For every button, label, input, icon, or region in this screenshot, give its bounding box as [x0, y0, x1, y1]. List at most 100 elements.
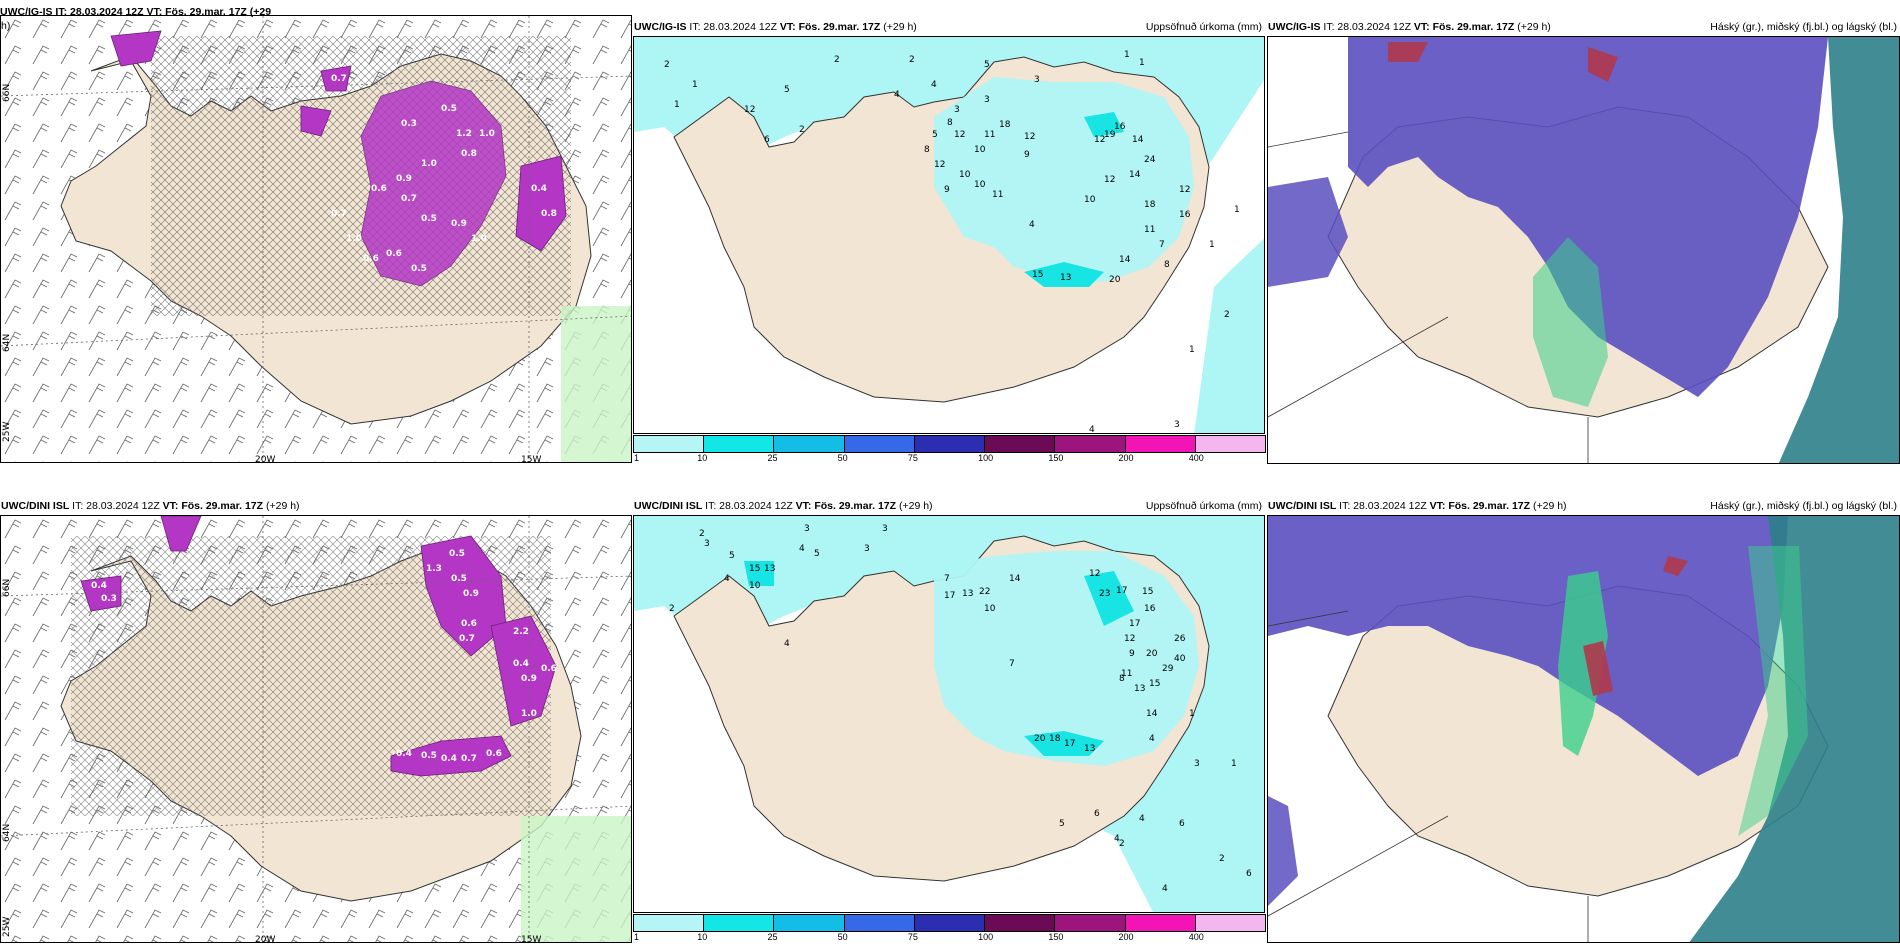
svg-text:2: 2 — [669, 604, 675, 614]
svg-text:0.5: 0.5 — [449, 549, 465, 559]
svg-text:3: 3 — [954, 105, 960, 115]
svg-text:6: 6 — [1094, 809, 1100, 819]
high-cloud-area — [1558, 571, 1608, 756]
svg-text:4: 4 — [1149, 734, 1155, 744]
svg-text:12: 12 — [1124, 634, 1135, 644]
precip-light-area-east — [1194, 238, 1264, 433]
precip-mid-area — [1024, 731, 1104, 756]
svg-text:7: 7 — [944, 574, 950, 584]
svg-text:14: 14 — [1009, 574, 1021, 584]
panel-header: UWC/DINI ISL IT: 28.03.2024 12Z VT: Fös.… — [1267, 497, 1900, 515]
svg-text:8: 8 — [947, 118, 953, 128]
svg-text:18: 18 — [1049, 734, 1061, 744]
svg-text:13: 13 — [764, 564, 775, 574]
svg-text:12: 12 — [1179, 185, 1190, 195]
svg-text:16: 16 — [1179, 210, 1191, 220]
colorbar-tick-label: 50 — [837, 453, 848, 463]
svg-text:14: 14 — [1146, 709, 1158, 719]
panel-precip-dini: UWC/DINI ISL IT: 28.03.2024 12Z VT: Fös.… — [633, 497, 1266, 947]
colorbar: 1 10 25 50 75 100 150 200 400 — [633, 914, 1266, 946]
svg-text:0.4: 0.4 — [91, 581, 107, 591]
svg-text:2: 2 — [834, 55, 840, 65]
cloud-map — [1268, 37, 1899, 463]
svg-text:19: 19 — [1104, 130, 1116, 140]
variable-name: Háský (gr.), miðský (fj.bl.) og lágský (… — [1710, 500, 1897, 512]
svg-text:0.6: 0.6 — [363, 254, 379, 264]
svg-text:0.8: 0.8 — [461, 149, 477, 159]
lead-time: (+29 h) — [883, 21, 917, 33]
svg-text:4: 4 — [1089, 425, 1095, 434]
panel-clouds-dini: UWC/DINI ISL IT: 28.03.2024 12Z VT: Fös.… — [1267, 497, 1900, 950]
svg-text:0.5: 0.5 — [421, 751, 437, 761]
svg-text:20: 20 — [1146, 649, 1158, 659]
graticule — [1, 16, 631, 462]
colorbar-segment — [1124, 435, 1196, 453]
svg-text:12: 12 — [934, 160, 945, 170]
lead-time: (+29 h) — [1517, 21, 1551, 33]
svg-text:16: 16 — [1144, 604, 1156, 614]
precip-value-labels: 2 1 1 2 2 5 3 1 1 3 4 5 6 12 2 3 4 5 8 1… — [664, 50, 1240, 434]
svg-text:0.4: 0.4 — [513, 659, 529, 669]
colorbar-tick-label: 400 — [1188, 453, 1204, 463]
colorbar-segment — [1194, 435, 1266, 453]
svg-text:9: 9 — [1129, 649, 1135, 659]
colorbar-tick-label: 400 — [1188, 932, 1204, 942]
colorbar-segment — [1054, 435, 1126, 453]
precip-mid-area-ne — [1084, 571, 1134, 626]
svg-text:0.3: 0.3 — [401, 119, 417, 129]
snow-map: 0.7 0.5 0.3 1.2 1.0 0.8 1.0 0.9 0.6 0.7 … — [1, 16, 631, 462]
svg-text:0.9: 0.9 — [521, 674, 537, 684]
svg-text:2: 2 — [799, 125, 805, 135]
mid-cloud-area — [1268, 516, 1788, 776]
svg-text:1: 1 — [692, 80, 698, 90]
svg-text:4: 4 — [931, 80, 937, 90]
colorbar-segment — [984, 435, 1056, 453]
lead-time: (+29 h) — [1532, 500, 1567, 512]
map-frame: 2 3 3 4 3 5 5 4 3 2 4 15 13 10 7 13 17 2… — [633, 515, 1265, 913]
svg-text:10: 10 — [749, 581, 761, 591]
svg-text:4: 4 — [1162, 884, 1168, 894]
colorbar-segment — [773, 914, 845, 932]
colorbar-tick-label: 10 — [697, 453, 708, 463]
model-name: UWC/IG-IS — [634, 21, 687, 33]
svg-text:6: 6 — [1246, 869, 1252, 879]
panel-clouds-igis: UWC/IG-IS IT: 28.03.2024 12Z VT: Fös. 29… — [1267, 18, 1900, 464]
svg-text:23: 23 — [1099, 589, 1110, 599]
variable-name: Háský (gr.), miðský (fj.bl.) og lágský (… — [1710, 21, 1897, 33]
svg-text:11: 11 — [1121, 669, 1132, 679]
svg-text:1: 1 — [1189, 345, 1195, 355]
svg-text:11: 11 — [984, 130, 995, 140]
variable-name: Uppsöfnuð úrkoma (mm) — [1145, 21, 1262, 33]
svg-text:15W: 15W — [521, 935, 541, 943]
colorbar-segment — [1194, 914, 1266, 932]
svg-text:0.7: 0.7 — [401, 194, 417, 204]
svg-text:0.5: 0.5 — [451, 574, 467, 584]
svg-text:0.3: 0.3 — [101, 594, 117, 604]
colorbar-tick-label: 25 — [767, 453, 778, 463]
colorbar-tick-label: 50 — [837, 932, 848, 942]
precip-overlay — [934, 77, 1194, 282]
snow-areas — [80, 516, 557, 777]
colorbar-segment — [913, 435, 986, 453]
svg-text:17: 17 — [1129, 619, 1140, 629]
svg-text:0.4: 0.4 — [531, 184, 547, 194]
colorbar-segment — [1124, 914, 1196, 932]
precip-map: 2 1 1 2 2 5 3 1 1 3 4 5 6 12 2 3 4 5 8 1… — [634, 37, 1264, 434]
svg-text:5: 5 — [1059, 819, 1065, 829]
svg-text:29: 29 — [1162, 664, 1174, 674]
precip-mid-area — [1024, 262, 1104, 287]
svg-text:13: 13 — [962, 589, 973, 599]
init-time: IT: 28.03.2024 12Z — [689, 21, 777, 33]
lead-time: (+29 h) — [265, 500, 300, 512]
svg-text:1: 1 — [1231, 759, 1237, 769]
svg-text:1.0: 1.0 — [346, 234, 362, 244]
svg-text:17: 17 — [1064, 739, 1075, 749]
svg-text:64N: 64N — [2, 824, 12, 842]
colorbar-tick-label: 75 — [907, 932, 918, 942]
svg-text:40: 40 — [1174, 654, 1186, 664]
panel-header: UWC/DINI ISL IT: 28.03.2024 12Z VT: Fös.… — [0, 497, 632, 515]
panel-snow-igis: UWC/IG-IS IT: 28.03.2024 12Z VT: Fös. 29… — [0, 0, 632, 463]
svg-text:10: 10 — [974, 145, 986, 155]
svg-text:6: 6 — [764, 135, 770, 145]
high-cloud-area — [1533, 237, 1608, 407]
